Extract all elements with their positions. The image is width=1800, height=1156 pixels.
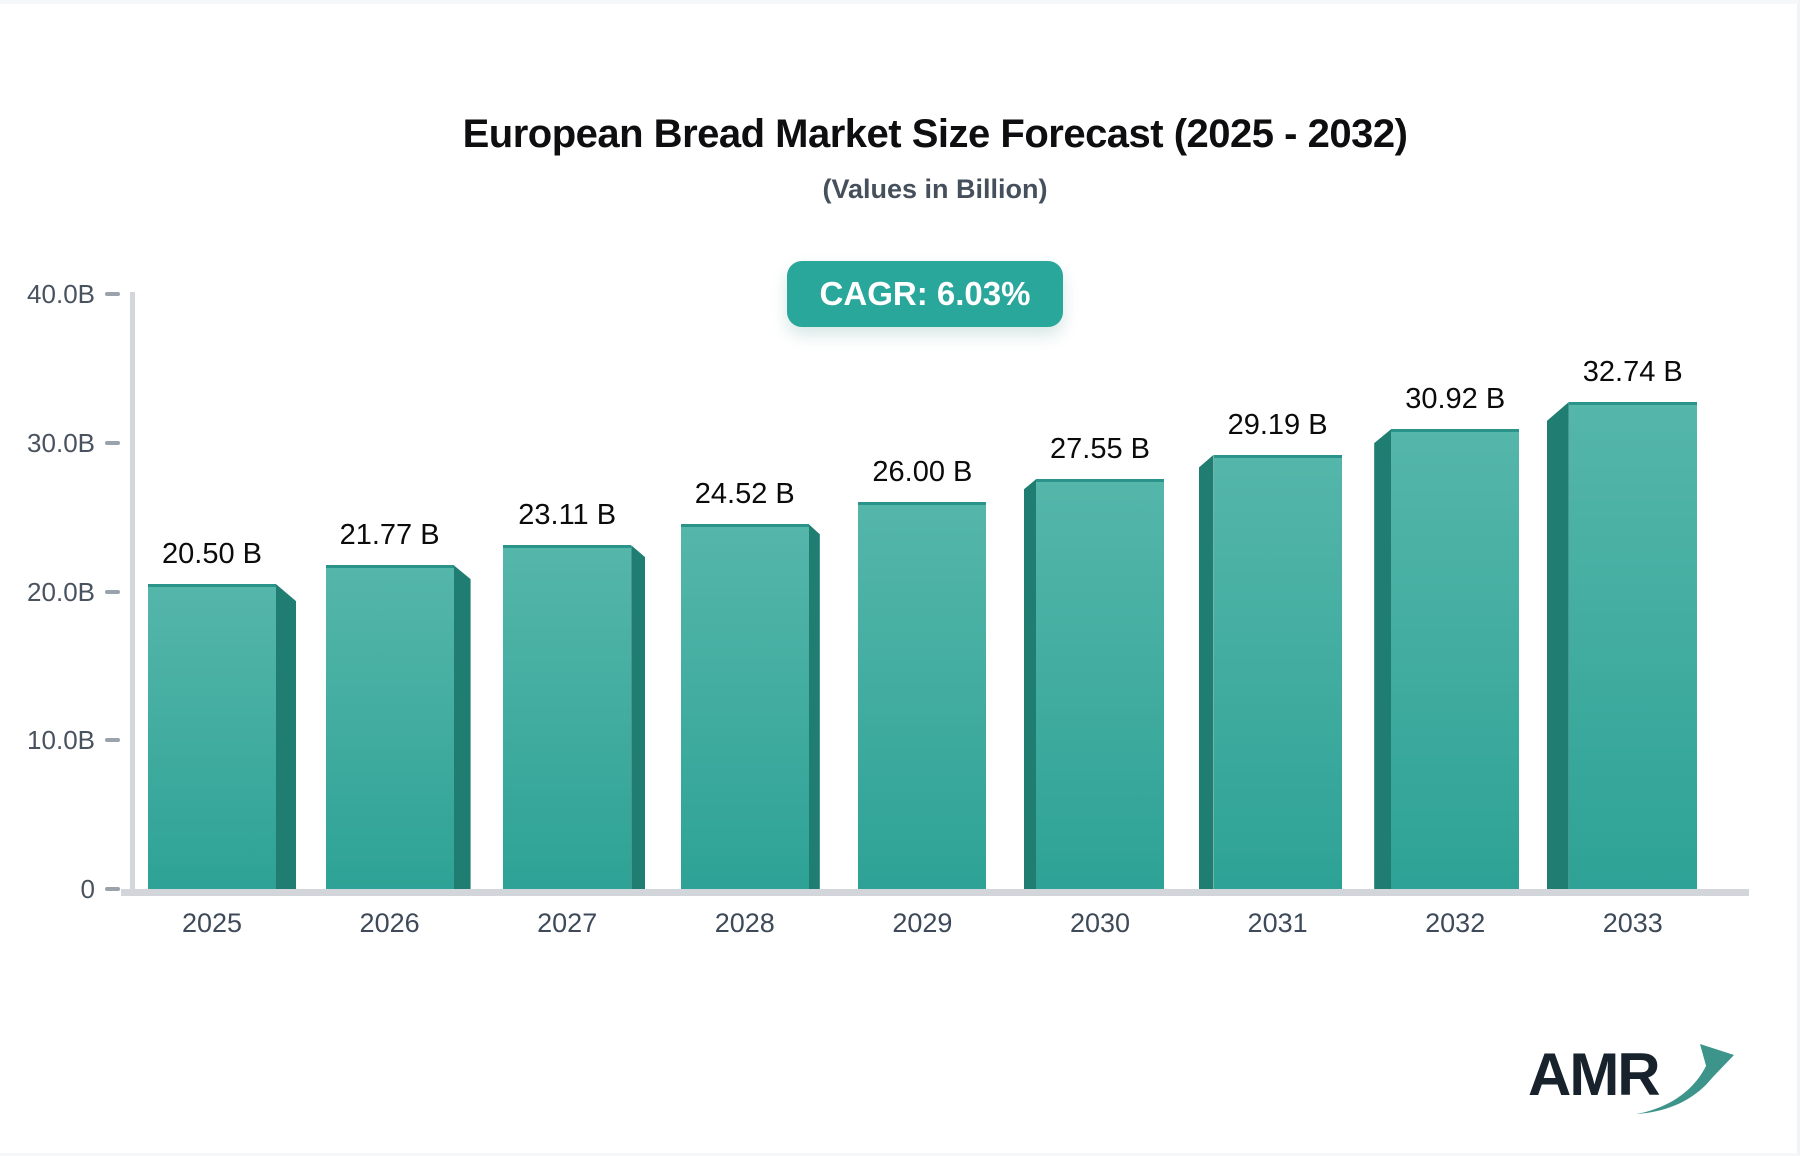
y-tick-label-40.0B: 40.0B: [27, 279, 95, 309]
bar-side-2025: [276, 584, 296, 889]
amr-logo: AMR: [1528, 1036, 1738, 1122]
y-tick-mark: [105, 738, 120, 743]
y-tick-label-0: 0: [80, 874, 95, 904]
y-tick-mark: [105, 292, 120, 296]
x-axis-label-2026: 2026: [359, 908, 420, 938]
bar-side-2026: [453, 565, 471, 889]
bar-side-2032: [1374, 429, 1392, 889]
bar-value-label-2029: 26.00 B: [872, 456, 973, 489]
y-tick-label-10.0B: 10.0B: [27, 725, 95, 756]
x-axis-label-2031: 2031: [1247, 908, 1308, 938]
bar-2025: [148, 584, 276, 889]
bar-2030: [1036, 479, 1164, 889]
bar-value-label-2030: 27.55 B: [1050, 433, 1150, 466]
growth-arrow-icon: [1636, 1044, 1734, 1114]
bar-value-label-2031: 29.19 B: [1227, 408, 1328, 441]
bar-side-2033: [1546, 401, 1569, 889]
bar-2026: [325, 565, 454, 889]
bar-2033: [1568, 401, 1697, 889]
y-tick-label-20.0B: 20.0B: [27, 576, 95, 607]
bar-value-label-2026: 21.77 B: [339, 519, 440, 552]
amr-logo-text: AMR: [1528, 1041, 1661, 1108]
y-tick-mark: [105, 887, 120, 891]
x-axis-label-2028: 2028: [714, 908, 775, 938]
bar-side-2028: [808, 524, 820, 889]
bar-value-label-2025: 20.50 B: [162, 538, 262, 571]
bar-2032: [1391, 429, 1520, 889]
bar-value-label-2028: 24.52 B: [694, 478, 795, 511]
bar-side-2031: [1198, 454, 1214, 889]
y-tick-label-30.0B: 30.0B: [27, 427, 95, 458]
bar-2027: [503, 545, 632, 889]
x-axis-label-2030: 2030: [1069, 908, 1131, 938]
bar-2031: [1213, 454, 1342, 889]
y-tick-mark: [105, 589, 120, 594]
bar-2029: [858, 502, 987, 889]
x-axis-baseline: [121, 889, 1749, 896]
x-axis-label-2029: 2029: [892, 908, 953, 938]
bar-value-label-2032: 30.92 B: [1405, 383, 1506, 416]
x-axis-label-2025: 2025: [181, 908, 243, 938]
y-axis-line: [130, 292, 135, 894]
bar-value-label-2027: 23.11 B: [518, 499, 617, 532]
chart-title: European Bread Market Size Forecast (202…: [462, 112, 1408, 156]
chart-subtitle: (Values in Billion): [822, 174, 1048, 204]
bar-side-2030: [1024, 479, 1036, 889]
cagr-badge: CAGR: 6.03%: [787, 261, 1063, 327]
bar-side-2027: [631, 545, 646, 889]
bar-2028: [680, 524, 809, 889]
bar-value-label-2033: 32.74 B: [1582, 355, 1683, 388]
x-axis-label-2032: 2032: [1425, 908, 1486, 938]
x-axis-label-2027: 2027: [537, 908, 598, 938]
x-axis-label-2033: 2033: [1602, 908, 1663, 938]
y-tick-mark: [105, 440, 120, 445]
